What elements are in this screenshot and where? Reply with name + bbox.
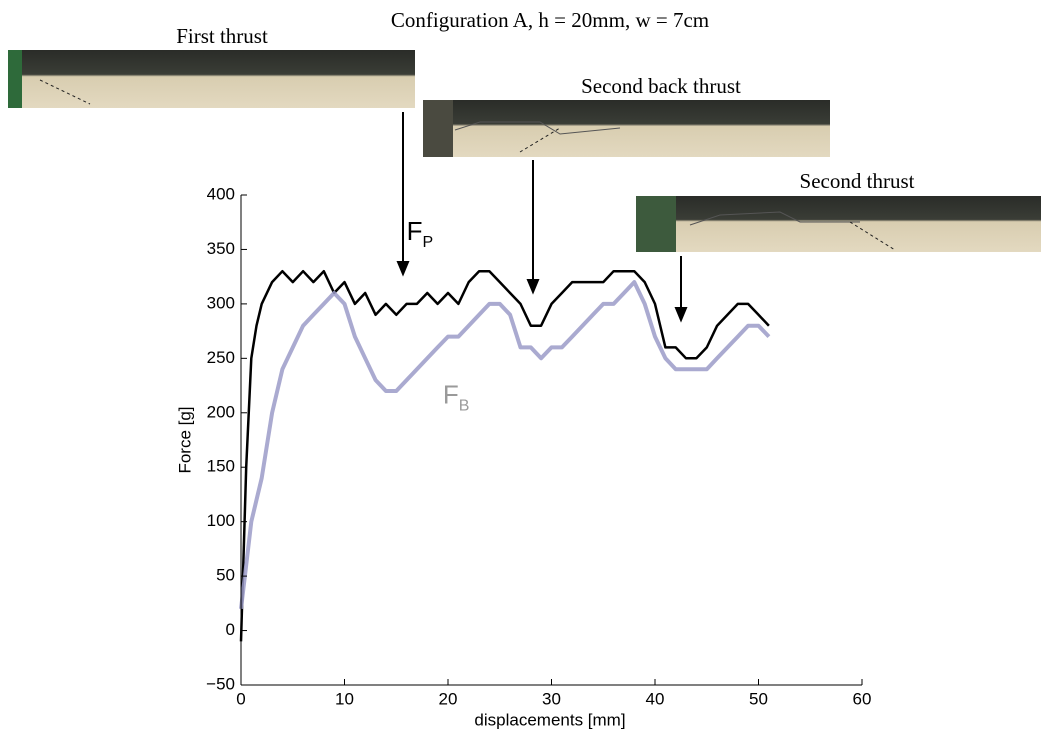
y-tick-label: 250 (207, 348, 235, 367)
chart-title: Configuration A, h = 20mm, w = 7cm (391, 8, 709, 32)
photo-edge (8, 50, 22, 108)
arrows (396, 112, 688, 323)
x-tick-label: 10 (335, 689, 354, 708)
x-axis-label: displacements [mm] (474, 710, 625, 729)
x-tick-label: 0 (236, 689, 245, 708)
series-label: FP (407, 216, 434, 251)
x-tick-label: 40 (646, 689, 665, 708)
arrow-head (526, 279, 540, 295)
series-label: FB (443, 379, 470, 414)
data-line (239, 280, 771, 610)
data-line (239, 269, 770, 642)
photo (8, 50, 415, 108)
y-axis-label: Force [g] (175, 406, 194, 473)
y-tick-label: −50 (206, 674, 235, 693)
photo-panels (8, 50, 1041, 252)
y-tick-label: 50 (216, 566, 235, 585)
y-tick-label: 0 (226, 620, 235, 639)
y-tick-label: 300 (207, 293, 235, 312)
annotation: First thrust (176, 24, 268, 48)
x-tick-label: 30 (542, 689, 561, 708)
x-tick-label: 60 (853, 689, 872, 708)
y-tick-label: 400 (207, 184, 235, 203)
annotation: Second back thrust (581, 74, 741, 98)
series-subscript: P (422, 234, 433, 251)
x-tick-label: 20 (439, 689, 458, 708)
fault-line (519, 127, 561, 153)
photo (423, 100, 830, 157)
x-tick-label: 50 (749, 689, 768, 708)
photo-edge (636, 196, 676, 252)
photo-edge (423, 100, 453, 157)
arrow-head (396, 261, 410, 277)
series-name: F (443, 379, 459, 409)
y-tick-label: 200 (207, 402, 235, 421)
y-tick-label: 100 (207, 511, 235, 530)
y-tick-label: 350 (207, 239, 235, 258)
photo (636, 196, 1041, 252)
annotation: Second thrust (800, 169, 915, 193)
series-subscript: B (459, 398, 470, 415)
series-name: F (407, 216, 423, 246)
arrow-head (674, 307, 688, 323)
fault-line (849, 221, 896, 251)
y-tick-label: 150 (207, 457, 235, 476)
layer-fold (454, 121, 621, 135)
layer-fold (689, 211, 860, 226)
